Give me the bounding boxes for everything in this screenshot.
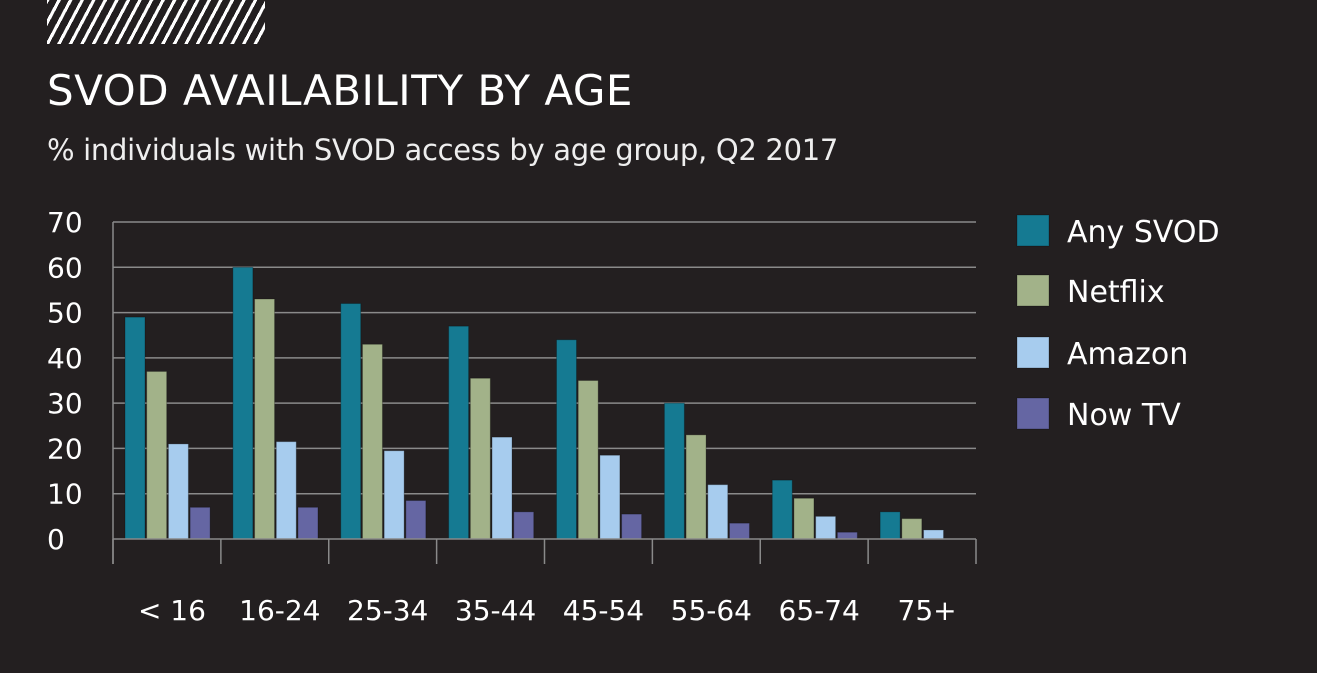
legend-swatch — [1016, 397, 1050, 430]
y-tick-label: 60 — [47, 251, 83, 284]
legend-item-amazon: Amazon — [1016, 336, 1188, 372]
bar-netflix — [793, 497, 815, 540]
bar-now-tv — [513, 511, 535, 540]
legend-label: Now TV — [1067, 398, 1181, 433]
bar-any-svod — [340, 303, 362, 540]
bar-any-svod — [124, 316, 146, 540]
chart-subtitle: % individuals with SVOD access by age gr… — [47, 133, 839, 167]
y-tick-label: 0 — [47, 523, 65, 556]
y-tick-label: 50 — [47, 297, 83, 330]
x-tick-label: 65-74 — [779, 594, 860, 627]
legend-swatch — [1016, 214, 1050, 247]
legend: Any SVOD Netflix Amazon Now TV — [1016, 214, 1220, 433]
bar-netflix — [361, 343, 383, 540]
bar-any-svod — [771, 479, 793, 540]
legend-swatch — [1016, 336, 1050, 369]
bar-now-tv — [405, 500, 427, 540]
bar-amazon — [599, 454, 621, 540]
bar-amazon — [491, 436, 513, 540]
y-axis: 0 10 20 30 40 50 60 70 — [47, 206, 114, 564]
legend-item-netflix: Netflix — [1016, 274, 1165, 310]
bar-any-svod — [556, 339, 577, 540]
x-tick-label: 35-44 — [455, 594, 536, 627]
x-tick-label: < 16 — [138, 594, 206, 627]
legend-item-any-svod: Any SVOD — [1016, 214, 1220, 250]
legend-label: Amazon — [1067, 337, 1188, 372]
bar-netflix — [577, 380, 599, 540]
x-tick-label: 45-54 — [563, 594, 644, 627]
legend-swatch — [1016, 274, 1050, 307]
bar-any-svod — [232, 266, 254, 540]
bar-now-tv — [621, 513, 643, 540]
bar-now-tv — [836, 531, 858, 540]
y-tick-label: 20 — [47, 432, 83, 465]
bar-netflix — [146, 370, 168, 540]
bar-amazon — [923, 529, 945, 540]
bar-netflix — [685, 434, 707, 540]
x-tick-label: 55-64 — [671, 594, 752, 627]
bar-amazon — [275, 441, 297, 540]
x-tick-label: 75+ — [898, 594, 957, 627]
y-tick-label: 10 — [47, 478, 83, 511]
bar-now-tv — [189, 506, 211, 540]
legend-item-now-tv: Now TV — [1016, 397, 1181, 433]
bar-amazon — [167, 443, 189, 540]
bar-any-svod — [448, 325, 470, 540]
bar-netflix — [254, 298, 276, 540]
chart-title: SVOD AVAILABILITY BY AGE — [47, 66, 633, 115]
y-tick-label: 70 — [47, 206, 83, 239]
x-axis: < 16 16-24 25-34 35-44 45-54 55-64 65-74 75+ — [112, 538, 977, 627]
bar-now-tv — [728, 522, 750, 540]
x-tick-label: 25-34 — [347, 594, 428, 627]
bar-any-svod — [663, 402, 685, 540]
bar-amazon — [815, 515, 837, 540]
bar-netflix — [469, 377, 491, 540]
bar-netflix — [901, 518, 923, 540]
legend-label: Netflix — [1067, 275, 1165, 310]
x-tick-label: 16-24 — [239, 594, 320, 627]
legend-label: Any SVOD — [1067, 215, 1220, 250]
bar-amazon — [707, 484, 729, 540]
bar-amazon — [383, 450, 405, 540]
y-tick-label: 30 — [47, 387, 83, 420]
decorative-hatch-bar — [47, 0, 265, 44]
bar-now-tv — [297, 506, 319, 540]
y-tick-label: 40 — [47, 342, 83, 375]
bar-any-svod — [879, 511, 901, 540]
